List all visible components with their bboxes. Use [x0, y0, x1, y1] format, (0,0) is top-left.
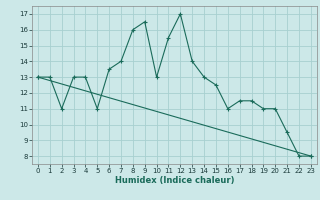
X-axis label: Humidex (Indice chaleur): Humidex (Indice chaleur)	[115, 176, 234, 185]
